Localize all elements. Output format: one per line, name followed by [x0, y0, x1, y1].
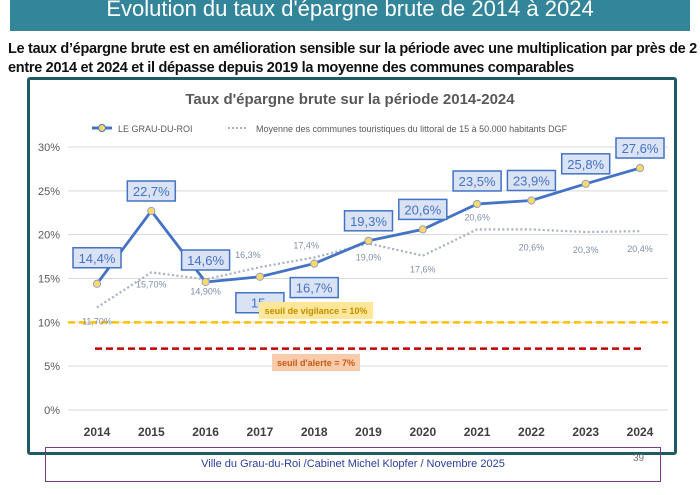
- data-label: 14,6%: [187, 253, 224, 268]
- average-data-label: 19,0%: [356, 252, 382, 262]
- average-data-label: 15,70%: [136, 279, 167, 289]
- data-label-box: [289, 276, 339, 299]
- average-data-label: 11,70%: [82, 316, 112, 326]
- data-label: 25,8%: [567, 157, 604, 172]
- data-point: [310, 259, 319, 268]
- data-point: [201, 277, 210, 287]
- average-data-label: 17,4%: [293, 240, 319, 250]
- x-tick-label: 2016: [192, 425, 219, 439]
- data-label: 23,5%: [459, 174, 496, 189]
- data-label-box: [615, 137, 665, 159]
- average-data-label: 16,3%: [235, 250, 261, 260]
- alert-label: seuil d'alerte = 7%: [277, 358, 355, 368]
- data-point: [255, 272, 264, 281]
- subtitle: Le taux d’épargne brute est en améliorat…: [8, 41, 697, 76]
- banner-title: Evolution du taux d'épargne brute de 201…: [10, 0, 690, 31]
- data-point: [581, 179, 590, 188]
- data-label: 19,3%: [350, 214, 387, 229]
- legend-label: LE GRAU-DU-ROI: [118, 124, 193, 134]
- x-tick-label: 2018: [301, 425, 328, 439]
- x-tick-label: 2024: [627, 425, 654, 439]
- data-point: [364, 236, 373, 245]
- legend-label: Moyenne des communes touristiques du lit…: [256, 124, 568, 134]
- alert-label-box: [272, 354, 360, 371]
- x-tick-label: 2019: [355, 425, 382, 439]
- y-tick-label: 15%: [38, 274, 60, 286]
- data-point: [473, 199, 482, 209]
- vigilance-label: seuil de vigilance = 10%: [265, 306, 368, 316]
- chart-frame: [27, 77, 677, 455]
- data-label-box: [180, 249, 231, 271]
- data-point: [92, 279, 102, 288]
- data-label-box: [560, 153, 611, 175]
- data-point: [147, 206, 156, 216]
- y-tick-label: 30%: [38, 142, 60, 154]
- data-label: 22,7%: [133, 184, 170, 199]
- chart-title: Taux d'épargne brute sur la période 2014…: [185, 91, 515, 108]
- x-tick-label: 2023: [572, 425, 599, 439]
- average-data-label: 20,4%: [627, 244, 653, 254]
- legend-marker-icon: [98, 124, 106, 132]
- y-tick-label: 5%: [44, 361, 60, 373]
- x-tick-label: 2014: [84, 425, 111, 439]
- data-label-box: [398, 198, 448, 221]
- x-tick-label: 2022: [518, 425, 545, 439]
- data-label: 23,9%: [513, 173, 550, 188]
- x-tick-label: 2020: [409, 425, 436, 439]
- average-data-label: 20,3%: [573, 245, 599, 255]
- data-label-box: [506, 169, 557, 192]
- data-label: 16,7%: [296, 281, 333, 296]
- average-data-label: 20,6%: [519, 242, 545, 252]
- y-tick-label: 20%: [38, 230, 60, 242]
- x-tick-label: 2017: [247, 425, 274, 439]
- y-tick-label: 25%: [38, 186, 60, 198]
- page-number: 39: [633, 453, 645, 464]
- data-label-box: [126, 180, 177, 202]
- average-data-label: 17,6%: [410, 265, 436, 275]
- data-label: 14,4%: [79, 251, 116, 266]
- data-label-box: [72, 247, 122, 269]
- vigilance-label-box: [259, 302, 373, 319]
- average-data-label: 20,6%: [464, 212, 490, 222]
- data-label: 20,6%: [404, 202, 441, 217]
- data-point: [418, 225, 427, 234]
- x-tick-label: 2021: [464, 425, 491, 439]
- footer: Ville du Grau-du-Roi /Cabinet Michel Klo…: [45, 447, 661, 482]
- data-label-box: [343, 210, 394, 232]
- data-point: [635, 163, 645, 173]
- y-tick-label: 10%: [38, 317, 60, 329]
- average-data-label: 14,90%: [190, 286, 221, 296]
- x-tick-label: 2015: [138, 425, 165, 439]
- data-point: [527, 196, 536, 205]
- y-tick-label: 0%: [44, 405, 60, 417]
- data-label-box: [452, 170, 502, 192]
- data-label: 27,6%: [622, 141, 659, 156]
